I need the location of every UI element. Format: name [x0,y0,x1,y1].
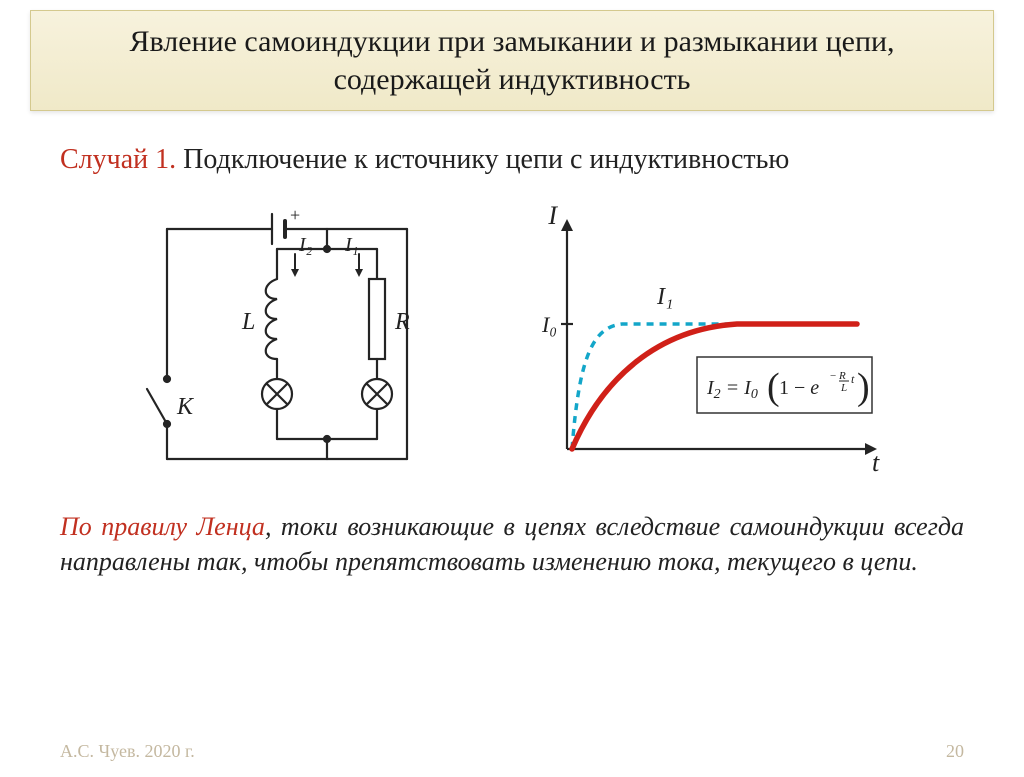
slide-title: Явление самоиндукции при замыкании и раз… [51,23,973,98]
I1-label: I₁ [656,284,673,310]
footer-author: А.С. Чуев. 2020 г. [60,741,195,762]
svg-text:): ) [857,366,870,408]
figures-row: + [0,199,1024,484]
I0-label: I₀ [541,312,557,337]
case-label: Случай 1. [60,144,176,175]
footer-page: 20 [946,741,964,762]
axis-I: I [547,201,558,230]
circuit-diagram: + [127,199,437,484]
svg-text:+: + [290,205,300,225]
label-I1: I₁ [344,234,359,256]
case-text: Подключение к источнику цепи с индуктивн… [176,144,789,175]
title-box: Явление самоиндукции при замыкании и раз… [30,10,994,111]
footer: А.С. Чуев. 2020 г. 20 [0,741,1024,762]
svg-text:(: ( [767,366,780,408]
svg-text:1 − e: 1 − e [779,377,819,399]
current-graph: I t I₀ I₁ I2 = I0 ( 1 − e − R L t [517,199,897,484]
label-K: K [176,394,195,420]
formula-box: I2 = I0 ( 1 − e − R L t ) [697,357,872,413]
lenz-label: По правилу Ленца [60,512,265,541]
lenz-rule-text: По правилу Ленца, токи возникающие в цеп… [60,509,964,579]
label-I2: I₂ [298,234,313,256]
svg-text:− R: − R [830,370,846,382]
svg-text:L: L [840,382,847,394]
label-R: R [394,309,410,335]
case-text-block: Случай 1. Подключение к источнику цепи с… [60,141,964,179]
label-L: L [241,309,255,335]
axis-t: t [872,448,880,477]
